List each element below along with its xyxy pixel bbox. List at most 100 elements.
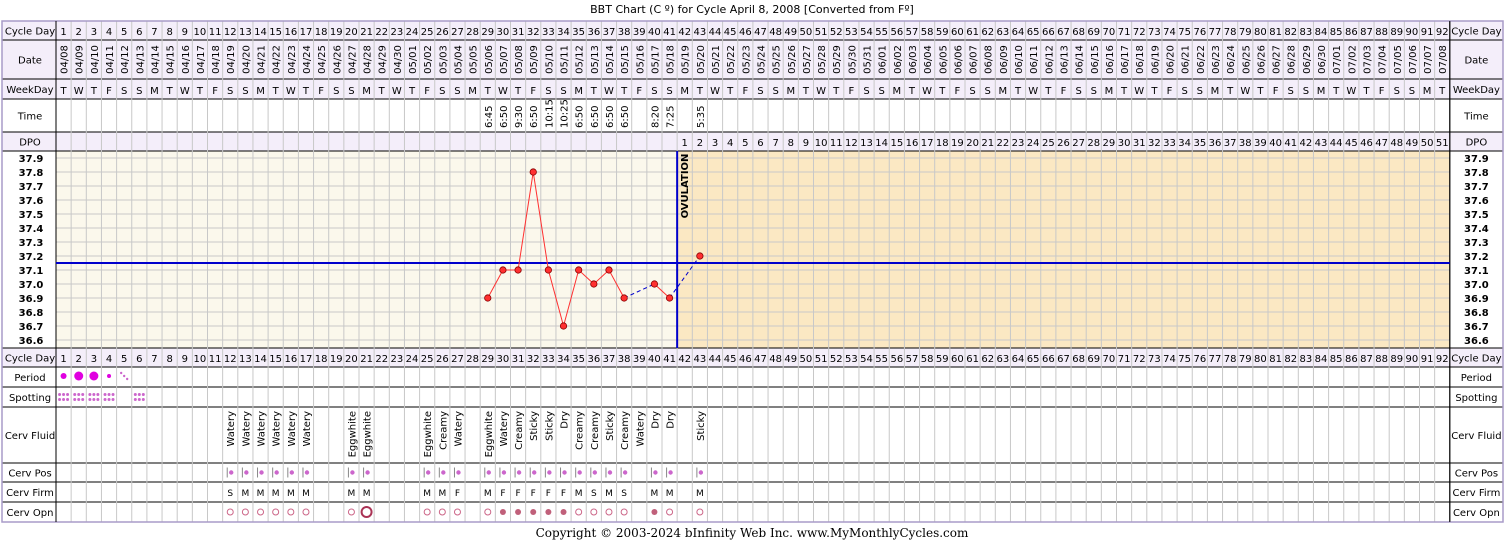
ovulation-label: OVULATION — [680, 154, 691, 219]
cycle-day-number-bottom: 66 — [1042, 354, 1055, 365]
cycle-day-number-bottom: 3 — [91, 354, 97, 365]
cycle-day-number: 31 — [512, 27, 525, 38]
date-label: 05/28 — [817, 45, 828, 74]
cycle-day-number-bottom: 74 — [1163, 354, 1176, 365]
cycle-day-number: 69 — [1087, 27, 1100, 38]
spotting-dot — [88, 393, 92, 396]
cycle-day-number: 64 — [1012, 27, 1025, 38]
dpo-number: 11 — [830, 138, 843, 149]
time-label: 6:45 — [484, 106, 495, 128]
date-label: 04/28 — [363, 45, 374, 74]
cycle-day-number: 80 — [1254, 27, 1267, 38]
weekday-label: S — [666, 86, 672, 97]
cerv-opn-medium — [620, 508, 628, 516]
row-label-time: Time — [17, 112, 42, 123]
cerv-pos-dot — [698, 470, 704, 475]
weekday-label: T — [1362, 86, 1370, 97]
cerv-firm-label: M — [363, 489, 371, 499]
cycle-day-number-bottom: 11 — [209, 354, 222, 365]
weekday-label: W — [286, 86, 296, 97]
cerv-pos-dot — [350, 470, 355, 475]
plot-pre-ovulation — [56, 151, 678, 348]
cycle-day-number-bottom: 62 — [981, 354, 994, 365]
cerv-fluid-label: Dry — [650, 411, 661, 429]
cerv-fluid-label: Watery — [453, 411, 464, 447]
weekday-label: S — [1075, 86, 1081, 97]
weekday-label: T — [196, 86, 204, 97]
row-label-right-cerv_firm: Cerv Firm — [1452, 488, 1500, 499]
cycle-day-number-bottom: 34 — [557, 354, 570, 365]
cerv-firm-label: M — [302, 489, 310, 499]
spotting-dot — [62, 393, 66, 396]
cycle-day-number-bottom: 5 — [121, 354, 127, 365]
row-label-date: Date — [18, 56, 42, 67]
date-label: 06/26 — [1256, 45, 1267, 74]
date-label: 05/08 — [514, 45, 525, 74]
cycle-day-number-bottom: 75 — [1178, 354, 1191, 365]
spotting-dot — [73, 398, 77, 401]
date-label: 06/27 — [1272, 45, 1283, 74]
weekday-label: W — [1346, 86, 1356, 97]
spotting-dot — [96, 398, 100, 401]
time-label: 8:20 — [650, 106, 661, 128]
dpo-number: 28 — [1087, 138, 1100, 149]
date-label: 04/22 — [272, 45, 283, 74]
cerv-fluid-label: Watery — [302, 411, 313, 447]
weekday-label: T — [832, 86, 840, 97]
cycle-day-number-bottom: 19 — [330, 354, 343, 365]
cycle-day-number-bottom: 18 — [315, 354, 328, 365]
row-label-cerv_opn: Cerv Opn — [7, 508, 54, 519]
spotting-dot — [141, 393, 145, 396]
date-label: 05/22 — [726, 45, 737, 74]
weekday-label: M — [1105, 86, 1114, 97]
cycle-day-number: 67 — [1057, 27, 1070, 38]
cycle-day-number: 21 — [360, 27, 373, 38]
date-label: 06/16 — [1105, 45, 1116, 74]
temp-line-dashed — [623, 283, 655, 299]
date-label: 06/21 — [1181, 45, 1192, 74]
cerv-firm-label: F — [561, 489, 566, 499]
cerv-fluid-label: Dry — [560, 411, 571, 429]
weekday-label: F — [106, 86, 112, 97]
cycle-day-number: 14 — [254, 27, 267, 38]
y-tick-label-right: 37.2 — [1464, 252, 1489, 263]
cycle-day-number: 78 — [1224, 27, 1237, 38]
cycle-day-number-bottom: 73 — [1148, 354, 1161, 365]
date-label: 05/07 — [499, 45, 510, 74]
weekday-label: M — [1423, 86, 1432, 97]
cycle-day-number: 88 — [1375, 27, 1388, 38]
cycle-day-number: 61 — [966, 27, 979, 38]
time-label: 6:50 — [620, 106, 631, 128]
y-tick-label: 37.3 — [19, 238, 44, 249]
cycle-day-number-bottom: 53 — [845, 354, 858, 365]
cycle-day-number: 40 — [648, 27, 661, 38]
date-label: 04/21 — [257, 45, 268, 74]
date-label: 05/10 — [544, 45, 555, 74]
weekday-label: M — [468, 86, 477, 97]
chart-title: BBT Chart (C º) for Cycle April 8, 2008 … — [590, 3, 914, 16]
date-label: 04/30 — [393, 45, 404, 74]
date-label: 06/05 — [938, 45, 949, 74]
cycle-day-number-bottom: 61 — [966, 354, 979, 365]
date-label: 06/17 — [1120, 45, 1131, 74]
cycle-day-number: 43 — [694, 27, 707, 38]
date-label: 06/19 — [1150, 45, 1161, 74]
cerv-fluid-label: Creamy — [590, 411, 601, 450]
cycle-day-number: 16 — [284, 27, 297, 38]
weekday-label: F — [212, 86, 218, 97]
cycle-day-number: 44 — [709, 27, 722, 38]
cycle-day-number: 66 — [1042, 27, 1055, 38]
cycle-day-number-bottom: 37 — [603, 354, 616, 365]
cerv-fluid-label: Eggwhite — [347, 411, 358, 457]
cycle-day-number: 52 — [830, 27, 843, 38]
dpo-number: 30 — [1118, 138, 1131, 149]
date-label: 06/23 — [1211, 45, 1222, 74]
date-label: 04/11 — [105, 45, 116, 74]
y-tick-label-right: 37.8 — [1464, 168, 1489, 179]
weekday-label: S — [439, 86, 445, 97]
cerv-pos-dot — [274, 470, 279, 475]
cycle-day-number: 92 — [1436, 27, 1449, 38]
cerv-firm-label: F — [531, 489, 536, 499]
dpo-number: 17 — [921, 138, 934, 149]
cerv-pos-dot — [622, 470, 628, 475]
